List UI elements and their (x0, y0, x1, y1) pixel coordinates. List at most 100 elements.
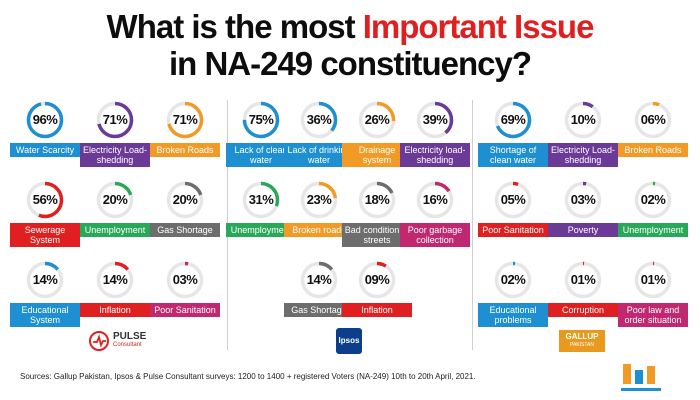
issue-item: 56% Sewerage System (6, 180, 84, 256)
donut-arc (26, 181, 64, 219)
issue-item: 14% Inflation (76, 260, 154, 336)
donut-ring (358, 261, 396, 299)
issue-label: Broken roads (284, 223, 354, 237)
issue-label: Broken Roads (618, 143, 688, 157)
donut-arc (634, 101, 672, 139)
title-line-2: in NA-249 constituency? (168, 45, 532, 82)
donut-ring (634, 261, 672, 299)
issue-item: 96% Water Scarcity (6, 100, 84, 176)
donut-ring (96, 101, 134, 139)
percent-value: 18% (364, 192, 390, 207)
percent-value: 06% (640, 112, 666, 127)
percent-value: 96% (32, 112, 58, 127)
issue-label: Electricity load-shedding (400, 143, 470, 167)
issue-item: 02% Unemployment (614, 180, 692, 256)
percent-value: 03% (570, 192, 596, 207)
donut-ring (564, 181, 602, 219)
donut-ring (96, 261, 134, 299)
donut-arc (242, 101, 280, 139)
issue-label: Shortage of clean water (478, 143, 548, 167)
pulse-logo-text: PULSE (113, 331, 147, 342)
issue-label: Unemployment (618, 223, 688, 237)
donut-arc (26, 261, 64, 299)
issue-label: Poor Sanitation (478, 223, 548, 237)
donut-ring (564, 261, 602, 299)
issue-label: Poor law and order situation (618, 303, 688, 327)
issue-item: 23% Broken roads (280, 180, 358, 256)
issue-label: Poverty (548, 223, 618, 237)
percent-value: 39% (422, 112, 448, 127)
gallup-panel: 69% Shortage of clean water 10% Electricity… (478, 100, 688, 355)
donut-ring (358, 101, 396, 139)
percent-value: 71% (172, 112, 198, 127)
issue-label: Electricity Load-shedding (80, 143, 150, 167)
issue-label: Educational problems (478, 303, 548, 327)
title-part-a: What is the most (106, 8, 363, 45)
donut-ring (166, 261, 204, 299)
percent-value: 20% (102, 192, 128, 207)
percent-value: 01% (640, 272, 666, 287)
percent-value: 36% (306, 112, 332, 127)
issue-label: Gas Shortage (150, 223, 220, 237)
donut-arc (564, 101, 602, 139)
percent-value: 56% (32, 192, 58, 207)
percent-value: 14% (102, 272, 128, 287)
percent-value: 02% (640, 192, 666, 207)
issue-item: 14% Educational System (6, 260, 84, 336)
issue-label: Gas Shortage (284, 303, 354, 317)
issue-item: 01% Corruption (544, 260, 622, 336)
donut-arc (300, 261, 338, 299)
issue-label: Poor garbage collection (400, 223, 470, 247)
percent-value: 09% (364, 272, 390, 287)
title-line-1: What is the most Important Issue (0, 8, 700, 45)
donut-ring (494, 101, 532, 139)
donut-arc (416, 181, 454, 219)
issue-item: 39% Electricity load-shedding (396, 100, 474, 176)
pulse-logo-subtext: Consultant (113, 342, 142, 348)
donut-ring (634, 181, 672, 219)
donut-ring (634, 101, 672, 139)
issue-item: 20% Gas Shortage (146, 180, 224, 256)
issue-label: Sewerage System (10, 223, 80, 247)
donut-arc (494, 181, 532, 219)
issue-item: 71% Electricity Load-shedding (76, 100, 154, 176)
donut-ring (494, 261, 532, 299)
donut-ring (416, 181, 454, 219)
page-title: What is the most Important Issue in NA-2… (0, 8, 700, 82)
issue-label: Educational System (10, 303, 80, 327)
issue-label: Inflation (342, 303, 412, 317)
donut-arc (300, 181, 338, 219)
title-highlight: Important Issue (362, 8, 595, 45)
ipsos-panel: 75% Lack of clean water 36% Lack of drinkin… (226, 100, 470, 355)
donut-arc (166, 181, 204, 219)
donut-arc (634, 261, 672, 299)
issue-item: 71% Broken Roads (146, 100, 224, 176)
issue-item: 20% Unemployment (76, 180, 154, 256)
donut-arc (96, 101, 134, 139)
donut-arc (358, 261, 396, 299)
issue-item: 09% Inflation (338, 260, 416, 336)
issue-item: 03% Poverty (544, 180, 622, 256)
issue-item: 16% Poor garbage collection (396, 180, 474, 256)
issue-label: Poor Sanitation (150, 303, 220, 317)
percent-value: 26% (364, 112, 390, 127)
donut-arc (26, 101, 64, 139)
percent-value: 02% (500, 272, 526, 287)
brand-logo (617, 360, 681, 396)
percent-value: 16% (422, 192, 448, 207)
donut-arc (166, 101, 204, 139)
ipsos-logo-text: Ipsos (338, 336, 360, 345)
donut-ring (242, 101, 280, 139)
percent-value: 31% (248, 192, 274, 207)
issue-item: 06% Broken Roads (614, 100, 692, 176)
issue-label: Inflation (80, 303, 150, 317)
donut-arc (494, 261, 532, 299)
issue-item: 10% Electricity Load-shedding (544, 100, 622, 176)
donut-arc (416, 101, 454, 139)
issue-label: Unemployment (80, 223, 150, 237)
panel-divider (472, 100, 473, 350)
donut-arc (564, 181, 602, 219)
donut-arc (96, 181, 134, 219)
donut-ring (26, 101, 64, 139)
issue-item: 05% Poor Sanitation (474, 180, 552, 256)
